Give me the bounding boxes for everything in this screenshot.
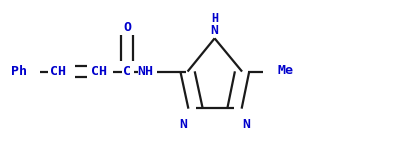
Text: CH: CH [50, 65, 66, 78]
Text: N: N [211, 24, 219, 37]
Text: Ph: Ph [11, 65, 27, 78]
Text: CH: CH [91, 65, 107, 78]
Text: H: H [211, 12, 218, 25]
Text: N: N [242, 118, 250, 131]
Text: C: C [123, 65, 131, 78]
Text: Me: Me [277, 64, 293, 77]
Text: N: N [180, 118, 188, 131]
Text: O: O [123, 21, 131, 34]
Text: NH: NH [137, 65, 153, 78]
